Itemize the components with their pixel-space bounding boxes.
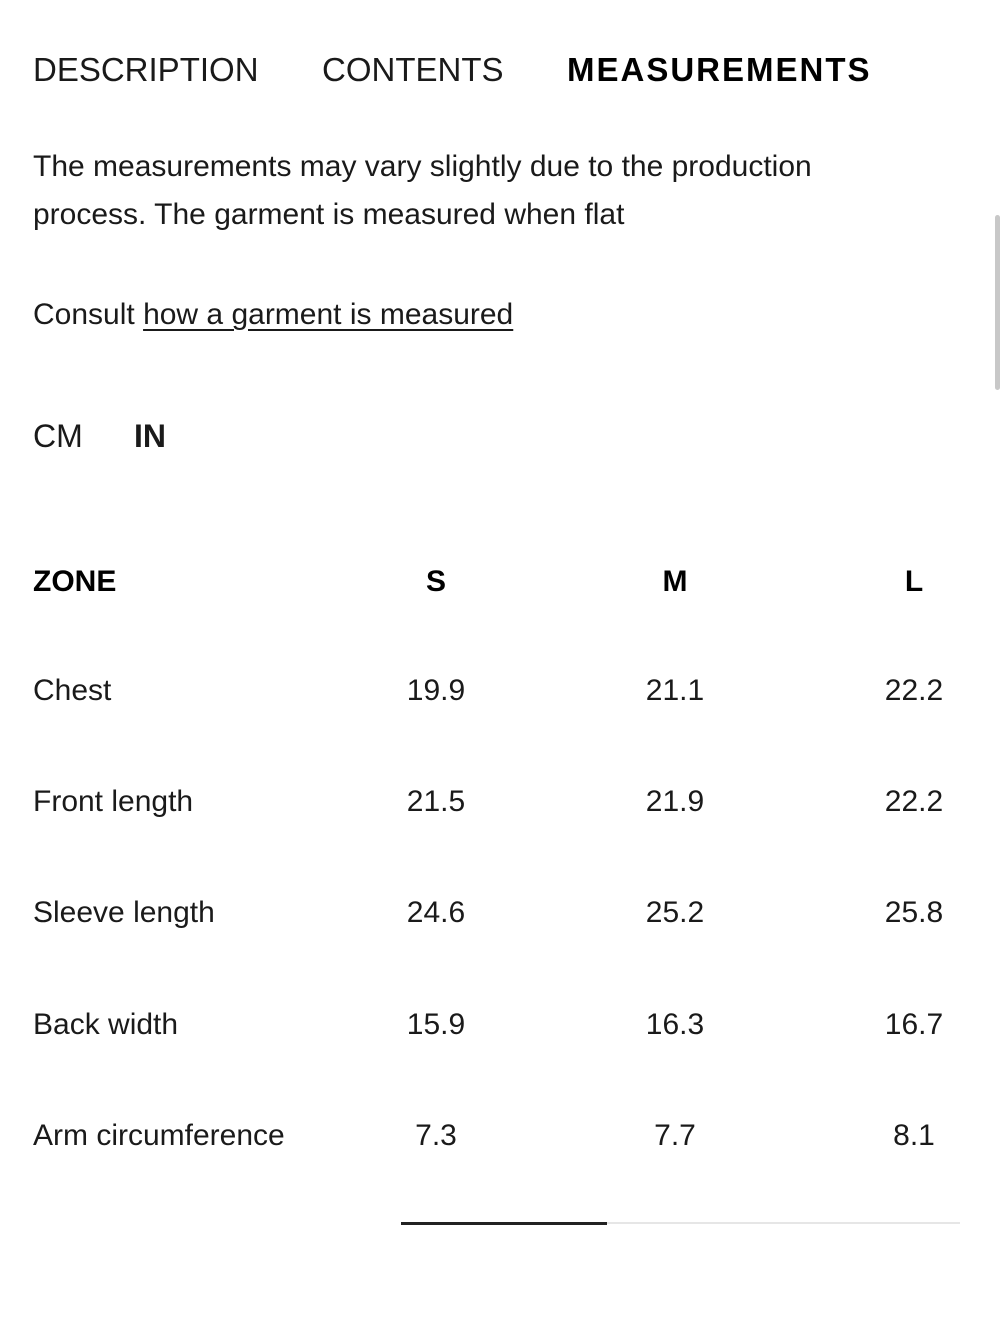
measurement: 25.2 [645, 896, 705, 930]
measurement: 19.9 [406, 674, 466, 707]
measurement: 21.5 [406, 785, 466, 819]
table-header: ZONE [33, 565, 117, 598]
consult-text: Consult [33, 298, 135, 331]
tab[interactable]: DESCRIPTION [33, 51, 259, 88]
zone-label: Sleeve length [33, 896, 215, 930]
measurement: 16.7 [884, 1007, 944, 1041]
measurement: 7.7 [654, 1118, 696, 1152]
consult: Consult how a garment is measured [33, 295, 513, 335]
table-header: M [662, 565, 688, 598]
scroll-thumb [401, 1222, 607, 1225]
measurement: 21.1 [645, 674, 705, 707]
scrollbar [995, 215, 1000, 390]
measurement: 22.2 [884, 674, 944, 707]
unit-toggle[interactable]: CM [33, 418, 83, 454]
zone-label: Back width [33, 1007, 179, 1041]
measurement: 24.6 [406, 896, 466, 930]
measurement: 8.1 [893, 1118, 935, 1152]
zone-label: Arm circumference [33, 1118, 285, 1152]
measurement: 16.3 [645, 1007, 705, 1041]
measurement: 15.9 [406, 1007, 466, 1041]
zone-label: Chest [33, 674, 112, 707]
measurement: 25.8 [884, 896, 944, 930]
zone-label: Front length [33, 785, 194, 819]
description: The measurements may vary slightly due t… [33, 150, 812, 231]
measurement: 21.9 [645, 785, 705, 819]
tab-active[interactable]: MEASUREMENTS [567, 51, 872, 88]
measure-link[interactable]: how a garment is measured [143, 298, 514, 331]
table-header: L [904, 565, 924, 598]
unit-toggle-active[interactable]: IN [134, 418, 166, 454]
table-header: S [425, 565, 447, 598]
scroll-track [607, 1222, 960, 1224]
tab[interactable]: CONTENTS [322, 51, 504, 88]
measurement: 7.3 [415, 1118, 457, 1152]
measurement: 22.2 [884, 785, 944, 819]
